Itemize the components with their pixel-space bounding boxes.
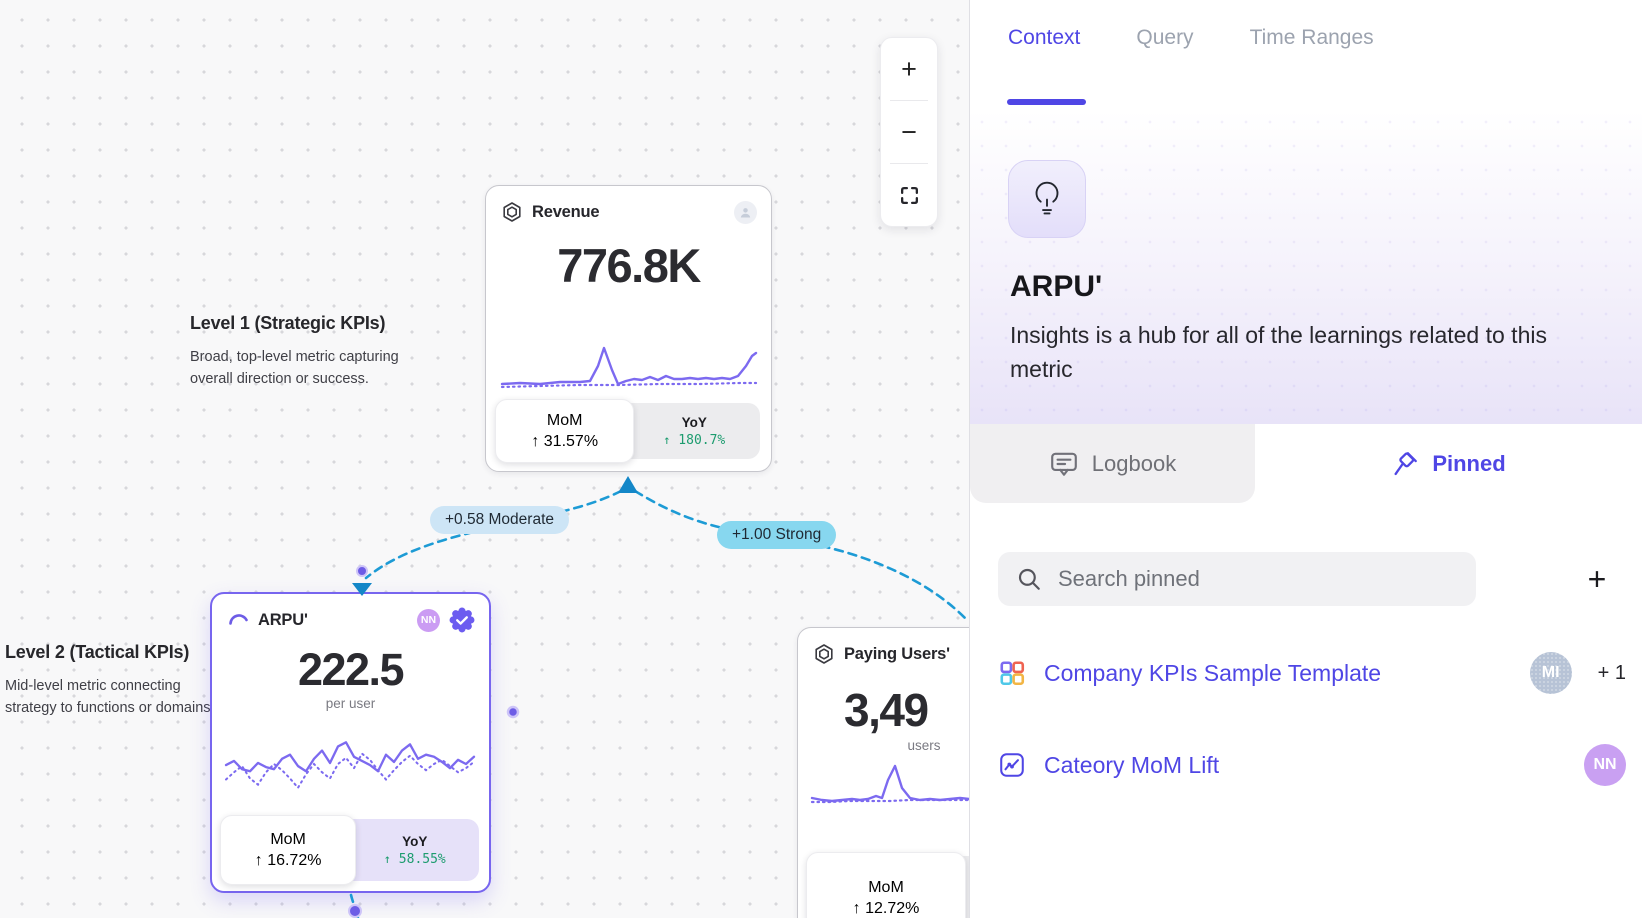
canvas-zoom-toolbar: + − [880,37,938,227]
metric-name-heading: ARPU' [1010,270,1103,303]
metric-unit: per user [325,696,376,711]
template-grid-icon [1000,661,1025,686]
subtab-pinned[interactable]: Pinned [1255,424,1642,503]
sparkline [500,346,758,389]
extra-collaborators-count: + 1 [1597,661,1626,684]
yoy-segment[interactable]: YoY ↑ 180.7% [663,414,726,448]
metric-arc-icon [227,609,249,631]
tab-context[interactable]: Context [1006,26,1087,105]
connector-handle-bottom [348,904,362,918]
metric-card-paying-users[interactable]: Paying Users' 3,49 users MoM ↑ 12.72% [797,627,969,918]
pinned-toolbar: Search pinned + [970,548,1642,606]
level-2-description-line1: Mid-level metric connecting [5,678,181,694]
up-arrow-icon: ↑ [663,432,671,447]
owner-avatar-nn[interactable]: NN [417,608,440,632]
metric-context-header: ARPU' Insights is a hub for all of the l… [970,110,1642,424]
tab-query[interactable]: Query [1136,26,1194,49]
avatar-mi: MI [1529,652,1572,694]
pinned-item-label: Company KPIs Sample Template [1044,659,1382,686]
verified-seal-icon [449,607,475,633]
metric-hexagon-icon [501,201,523,223]
arrowhead-to-revenue [618,476,638,493]
up-arrow-icon: ↑ [531,432,540,450]
mom-segment[interactable]: MoM ↑ 31.57% [495,399,635,463]
pinned-item-label: Cateory MoM Lift [1044,751,1220,778]
level-2-annotation: Level 2 (Tactical KPIs) Mid-level metric… [5,642,240,720]
card-title: ARPU' [258,610,308,629]
metric-tree-canvas[interactable]: +0.58 Moderate +1.00 Strong Level 1 (Str… [0,0,970,918]
context-subtabs: Logbook Pinned [970,424,1642,503]
tab-time-ranges[interactable]: Time Ranges [1249,26,1374,49]
owner-avatar-icon[interactable] [734,200,757,224]
zoom-in-button[interactable]: + [901,53,917,84]
connector-handle-right [506,705,520,719]
metric-unit: users [907,738,941,753]
connector-handle-top [356,565,368,577]
up-arrow-icon: ↑ [254,851,263,869]
correlation-label-strong[interactable]: +1.00 Strong [717,521,837,549]
level-1-description-line2: overall direction or success. [190,371,369,388]
metric-card-arpu[interactable]: ARPU' NN 222.5 per user [210,592,491,893]
fit-view-button[interactable] [881,164,937,226]
avatar-nn: NN [1584,744,1626,786]
metric-value: 776.8K [557,239,701,292]
pinned-item-company-kpis[interactable]: Company KPIs Sample Template MI + 1 [998,645,1626,701]
up-arrow-icon: ↑ [852,899,861,917]
level-1-description-line1: Broad, top-level metric capturing [190,349,399,365]
level-2-title: Level 2 (Tactical KPIs) [5,642,190,662]
search-placeholder: Search pinned [1058,566,1200,591]
card-title: Paying Users' [844,644,950,663]
insight-tile [1008,160,1086,238]
detail-sidebar: Context Query Time Ranges ARPU' Insights… [970,0,1642,918]
up-arrow-icon: ↑ [383,851,391,866]
correlation-label-moderate[interactable]: +0.58 Moderate [430,506,570,534]
chart-icon [1000,753,1024,777]
level-1-annotation: Level 1 (Strategic KPIs) Broad, top-leve… [190,313,430,391]
level-1-title: Level 1 (Strategic KPIs) [190,313,386,333]
search-icon [1018,568,1040,590]
lightbulb-icon [1035,181,1059,215]
mom-segment[interactable]: MoM ↑ 12.72% [806,852,966,918]
logbook-comment-icon [1050,452,1077,476]
level-2-description-line2: strategy to functions or domains. [5,700,215,717]
metric-card-revenue[interactable]: Revenue 776.8K YoY ↑ 180.7% M [485,185,772,472]
metric-value: 222.5 [297,644,405,695]
metric-hexagon-icon [813,643,835,665]
sidebar-tab-bar: Context Query Time Ranges [970,0,1642,110]
card-title: Revenue [532,202,600,221]
zoom-out-button[interactable]: − [901,116,917,147]
metric-description: Insights is a hub for all of the learnin… [1010,322,1547,383]
subtab-logbook[interactable]: Logbook [970,424,1255,503]
fit-view-icon [900,186,918,204]
search-pinned-input[interactable]: Search pinned [998,552,1476,606]
pin-icon [1394,451,1418,475]
add-pinned-button[interactable]: + [1587,560,1607,597]
sparkline [810,764,969,804]
metric-value: 3,49 [844,684,929,736]
pinned-item-cateory-mom-lift[interactable]: Cateory MoM Lift NN [998,737,1626,793]
mom-segment[interactable]: MoM ↑ 16.72% [220,815,357,885]
yoy-segment[interactable]: YoY ↑ 58.55% [383,833,446,867]
sparkline [224,741,476,790]
